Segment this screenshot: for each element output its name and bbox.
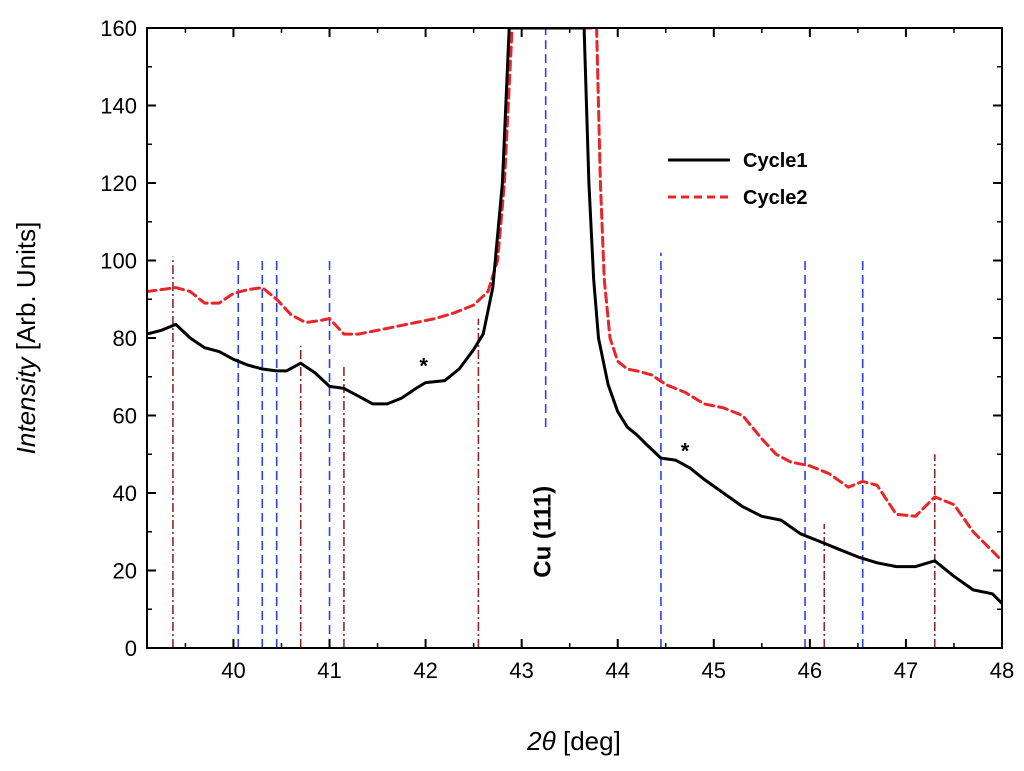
legend-label-cycle1: Cycle1 — [743, 150, 808, 172]
legend-label-cycle2: Cycle2 — [743, 187, 808, 209]
y-axis-label: Intensity [Arb. Units] — [11, 222, 41, 455]
x-tick-label-42: 42 — [413, 658, 437, 683]
series-cycle1 — [147, 28, 1002, 605]
y-tick-label-20: 20 — [113, 559, 137, 584]
x-tick-label-41: 41 — [317, 658, 341, 683]
y-tick-label-140: 140 — [100, 94, 137, 119]
x-tick-label-44: 44 — [605, 658, 629, 683]
x-axis-label-unit: [deg] — [556, 726, 621, 756]
legend: Cycle1 Cycle2 — [668, 150, 808, 209]
y-tick-label-160: 160 — [100, 16, 137, 41]
y-tick-label-40: 40 — [113, 481, 137, 506]
x-tick-label-40: 40 — [221, 658, 245, 683]
x-tick-label-46: 46 — [798, 658, 822, 683]
annotations: * * Cu (111) — [419, 353, 689, 578]
axis-ticks: 40 41 42 43 44 45 46 47 48 0 20 40 60 80 100 120 140 160 — [100, 16, 1014, 683]
x-tick-label-48: 48 — [990, 658, 1014, 683]
annotation-star-0: * — [419, 353, 428, 378]
x-tick-label-43: 43 — [509, 658, 533, 683]
x-tick-label-45: 45 — [702, 658, 726, 683]
y-axis-label-unit: [Arb. Units] — [11, 222, 41, 358]
annotation-cu-111: Cu (111) — [529, 486, 556, 578]
y-tick-label-0: 0 — [125, 636, 137, 661]
reference-lines — [172, 28, 936, 648]
series-layer — [147, 28, 1002, 605]
x-axis-label-symbol: 2θ — [526, 726, 556, 756]
annotation-star-1: * — [681, 439, 690, 464]
y-axis-label-main: Intensity — [11, 356, 41, 455]
y-tick-label-100: 100 — [100, 249, 137, 274]
y-tick-label-120: 120 — [100, 171, 137, 196]
y-tick-label-60: 60 — [113, 404, 137, 429]
series-cycle2 — [147, 28, 1002, 563]
x-tick-label-47: 47 — [894, 658, 918, 683]
x-axis-label: 2θ [deg] — [526, 726, 621, 756]
y-tick-label-80: 80 — [113, 326, 137, 351]
plot-frame — [146, 27, 1003, 649]
